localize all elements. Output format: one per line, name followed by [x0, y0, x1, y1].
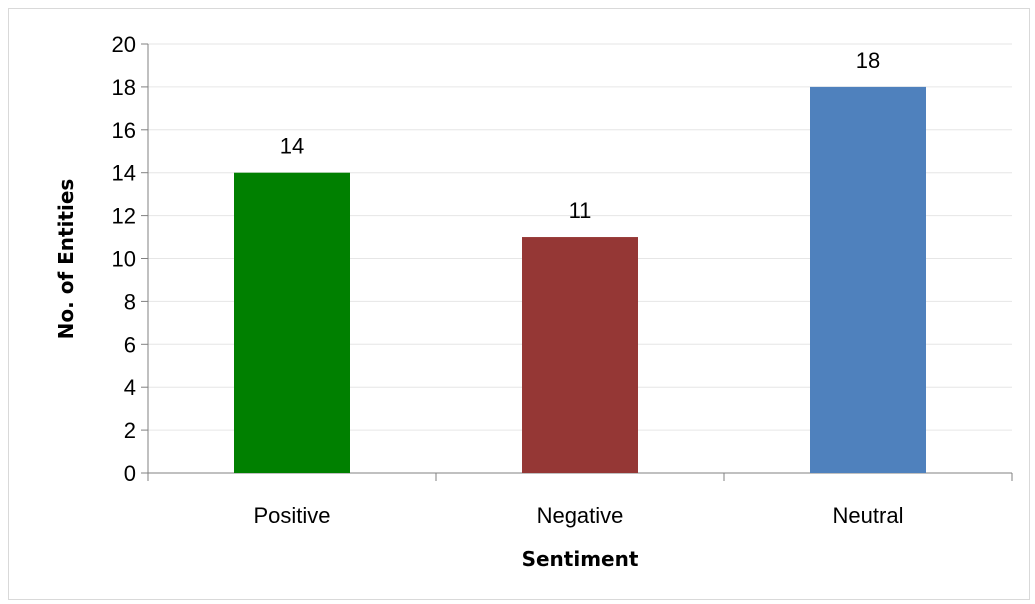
y-axis-title: No. of Entities — [54, 179, 78, 340]
y-tick-label: 18 — [112, 75, 136, 100]
x-tick-label-positive: Positive — [253, 503, 330, 528]
y-tick-label: 2 — [124, 418, 136, 443]
x-axis-title: Sentiment — [522, 547, 639, 571]
data-label-negative: 11 — [569, 198, 592, 223]
bar-neutral — [810, 86, 926, 474]
y-tick-label: 12 — [112, 204, 136, 229]
bar-negative — [522, 237, 638, 473]
y-tick-label: 8 — [124, 289, 136, 314]
data-label-positive: 14 — [280, 134, 304, 159]
y-tick-label: 14 — [112, 161, 136, 186]
bars — [234, 86, 926, 474]
data-label-neutral: 18 — [856, 48, 880, 73]
y-tick-label: 10 — [112, 247, 136, 272]
labels: 0 2 4 6 8 10 12 14 16 18 20 14 Positive 11 Negative 18 N… — [112, 32, 904, 528]
y-tick-label: 16 — [112, 118, 136, 143]
y-tick-label: 20 — [112, 32, 136, 57]
y-tick-label: 4 — [124, 375, 136, 400]
y-tick-label: 0 — [124, 461, 136, 486]
bar-positive — [234, 172, 350, 473]
x-tick-label-negative: Negative — [537, 503, 624, 528]
x-tick-label-neutral: Neutral — [833, 503, 904, 528]
y-tick-label: 6 — [124, 332, 136, 357]
